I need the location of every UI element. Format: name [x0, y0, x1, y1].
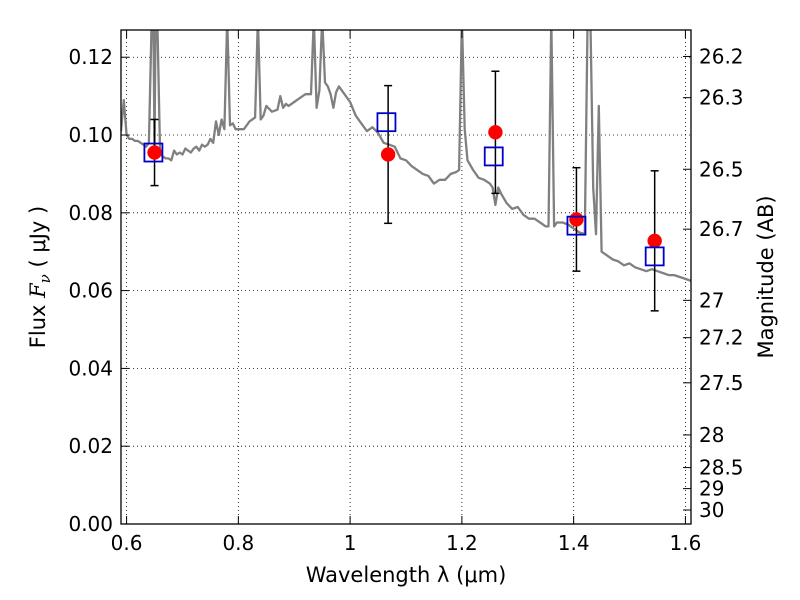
right-tick-label: 26.2	[699, 44, 744, 68]
right-tick-label: 30	[699, 498, 724, 522]
x-axis-label: Wavelength λ (μm)	[306, 563, 507, 587]
ticks	[121, 30, 691, 525]
y-tick-label: 0.08	[68, 201, 113, 225]
right-tick-label: 28	[699, 423, 724, 447]
y-tick-label: 0.04	[68, 356, 113, 380]
observed-point	[647, 233, 662, 249]
model-photometry-square	[143, 142, 164, 163]
x-tick-label: 0.6	[111, 531, 143, 555]
right-tick-label: 28.5	[699, 456, 744, 480]
y-tick-label: 0.12	[68, 45, 113, 69]
series-layer	[121, 30, 691, 282]
y-tick-label: 0.10	[68, 123, 113, 147]
model-spectrum-line	[121, 30, 691, 282]
model-photometry-square	[644, 246, 665, 267]
x-tick-label: 1.2	[446, 531, 478, 555]
y-axis-label: Flux Fν ( μJy )	[26, 206, 54, 348]
right-axis-label: Magnitude (AB)	[754, 195, 778, 358]
right-tick-label: 26.5	[699, 157, 744, 181]
y-tick-label: 0.06	[68, 279, 113, 303]
right-tick-label: 27	[699, 288, 724, 312]
y-tick-label: 0.00	[68, 512, 113, 536]
x-tick-label: 1.6	[670, 531, 702, 555]
right-tick-label: 27.2	[699, 326, 744, 350]
x-tick-label: 1	[344, 531, 357, 555]
y-axis-label-suffix: ( μJy )	[26, 206, 50, 274]
observed-point	[569, 212, 584, 227]
model-photometry-square	[483, 146, 504, 167]
model-photometry-square	[566, 215, 587, 236]
right-tick-label: 26.7	[699, 217, 744, 241]
x-tick-label: 1.4	[558, 531, 590, 555]
observed-point	[488, 125, 503, 140]
right-tick-label: 26.3	[699, 86, 744, 110]
y-axis-label-prefix: Flux	[26, 298, 50, 348]
right-tick-label: 27.5	[699, 371, 744, 395]
y-axis-label-subscript: ν	[36, 274, 54, 283]
y-tick-label: 0.02	[68, 434, 113, 458]
model-photometry-square	[376, 112, 397, 133]
plot-frame	[120, 29, 692, 525]
x-tick-label: 0.8	[222, 531, 254, 555]
observed-point	[380, 147, 396, 162]
right-tick-label: 29	[699, 477, 724, 501]
y-axis-label-symbol: F	[26, 282, 50, 299]
markers	[143, 70, 665, 312]
tick-labels: 0.6 0.8 1 1.2 1.4 1.6 0.00 0.02 0.04 0.06 0.08 0.10…	[68, 44, 743, 555]
observed-point	[147, 145, 162, 160]
